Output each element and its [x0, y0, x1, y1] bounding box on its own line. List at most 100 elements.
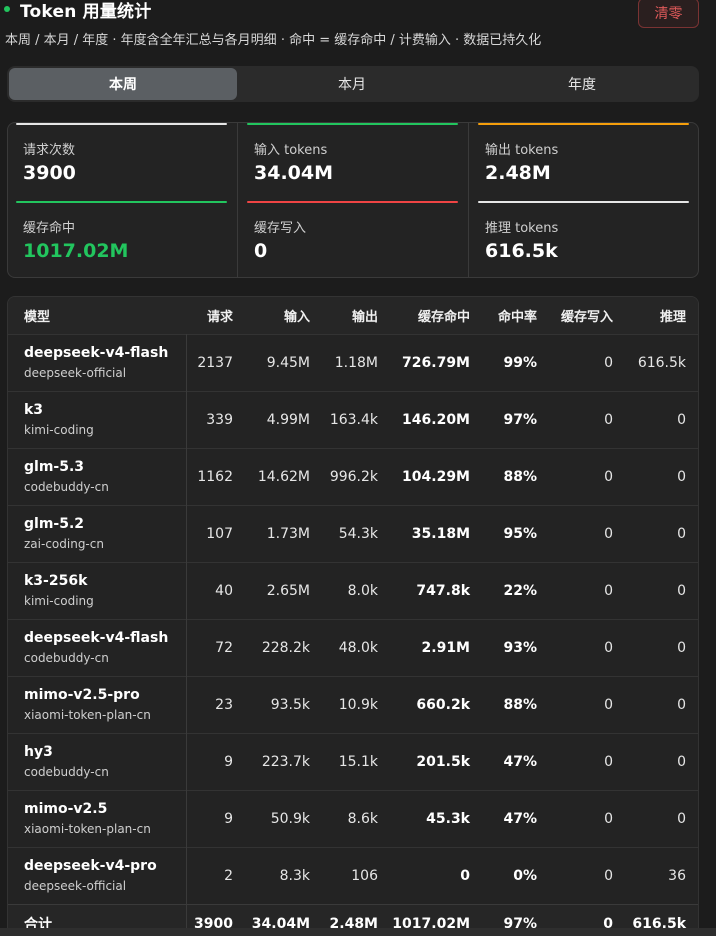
requests-cell: 2137 [197, 354, 233, 371]
table-header-row: 模型 请求 输入 输出 缓存命中 命中率 缓存写入 推理 [8, 297, 698, 334]
input-cell: 93.5k [270, 696, 310, 713]
table-row: deepseek-v4-pro deepseek-official 2 8.3k 106… [8, 847, 698, 904]
model-provider: deepseek-official [24, 878, 127, 893]
table-row: deepseek-v4-flash deepseek-official 2137 9.… [8, 334, 698, 391]
model-cell: deepseek-v4-flash codebuddy-cn [8, 619, 187, 676]
hit-rate-cell: 95% [503, 525, 537, 542]
stat-accent-bar [16, 123, 227, 125]
column-header[interactable]: 输入 [283, 309, 310, 325]
stat-value: 2.48M [485, 162, 551, 184]
model-name: mimo-v2.5 [24, 800, 108, 817]
cache-hit-cell: 35.18M [411, 525, 470, 542]
period-tabs: 本周 本月 年度 [7, 66, 699, 102]
output-cell: 163.4k [329, 411, 378, 428]
cache-hit-cell: 726.79M [402, 354, 470, 371]
stat-label: 缓存写入 [254, 221, 307, 236]
stat-accent-bar [478, 123, 689, 125]
clear-button[interactable]: 清零 [638, 0, 699, 28]
stat-accent-bar [247, 201, 458, 203]
requests-cell: 23 [215, 696, 233, 713]
stat-cache-hit: 缓存命中 1017.02M [8, 201, 239, 277]
hit-rate-cell: 88% [503, 468, 537, 485]
column-header[interactable]: 输出 [351, 309, 378, 325]
stats-card: 请求次数 3900 输入 tokens 34.04M 输出 tokens 2.4… [7, 122, 699, 278]
requests-cell: 9 [224, 753, 233, 770]
input-cell: 8.3k [279, 867, 310, 884]
model-cell: mimo-v2.5-pro xiaomi-token-plan-cn [8, 676, 187, 733]
reasoning-cell: 0 [677, 582, 686, 599]
column-header[interactable]: 请求 [206, 309, 233, 325]
cache-write-cell: 0 [604, 753, 613, 770]
table-row: k3-256k kimi-coding 40 2.65M 8.0k 747.8k 22% 0 0 [8, 562, 698, 619]
total-cache-write-cell: 0 [603, 916, 613, 933]
model-name: k3 [24, 401, 44, 418]
reasoning-cell: 0 [677, 696, 686, 713]
reasoning-cell: 0 [677, 468, 686, 485]
model-provider: zai-coding-cn [24, 536, 104, 551]
cache-hit-cell: 146.20M [402, 411, 470, 428]
output-cell: 8.0k [347, 582, 378, 599]
column-header[interactable]: 模型 [24, 309, 51, 325]
cache-hit-cell: 747.8k [416, 582, 470, 599]
column-header[interactable]: 推理 [659, 309, 686, 325]
hit-rate-cell: 47% [503, 810, 537, 827]
input-cell: 2.65M [266, 582, 310, 599]
requests-cell: 1162 [197, 468, 233, 485]
requests-cell: 2 [224, 867, 233, 884]
header: Token 用量统计 本周 / 本月 / 年度 · 年度含全年汇总与各月明细 ·… [0, 0, 716, 60]
table-row: deepseek-v4-flash codebuddy-cn 72 228.2k 48.… [8, 619, 698, 676]
input-cell: 50.9k [270, 810, 310, 827]
hit-rate-cell: 99% [503, 354, 537, 371]
cache-hit-cell: 104.29M [402, 468, 470, 485]
cache-write-cell: 0 [604, 411, 613, 428]
hit-rate-cell: 47% [503, 753, 537, 770]
stat-label: 请求次数 [23, 143, 76, 158]
model-name: deepseek-v4-flash [24, 629, 169, 646]
stat-reasoning-tokens: 推理 tokens 616.5k [470, 201, 698, 277]
table-body: deepseek-v4-flash deepseek-official 2137 9.… [8, 334, 698, 936]
horizontal-scrollbar[interactable] [0, 928, 716, 936]
model-name: deepseek-v4-pro [24, 857, 157, 874]
table-row: k3 kimi-coding 339 4.99M 163.4k 146.20M 97% 0 0 [8, 391, 698, 448]
cache-hit-cell: 2.91M [421, 639, 470, 656]
reasoning-cell: 36 [668, 867, 686, 884]
cache-hit-cell: 201.5k [416, 753, 470, 770]
column-header[interactable]: 缓存命中 [417, 309, 470, 325]
cache-hit-cell: 45.3k [426, 810, 470, 827]
status-dot-icon [4, 6, 10, 12]
stat-value: 616.5k [485, 240, 558, 262]
output-cell: 54.3k [338, 525, 378, 542]
tab-month[interactable]: 本月 [338, 77, 366, 93]
tab-week[interactable]: 本周 [9, 68, 237, 100]
hit-rate-cell: 0% [513, 867, 537, 884]
cache-write-cell: 0 [604, 354, 613, 371]
usage-table-card: 模型 请求 输入 输出 缓存命中 命中率 缓存写入 推理 deepseek-v4… [7, 296, 699, 936]
column-header[interactable]: 缓存写入 [560, 309, 613, 325]
stat-cache-write: 缓存写入 0 [239, 201, 470, 277]
divider [468, 123, 469, 277]
stat-value: 1017.02M [23, 240, 129, 262]
divider [237, 123, 238, 277]
hit-rate-cell: 93% [503, 639, 537, 656]
hit-rate-cell: 22% [503, 582, 537, 599]
cache-write-cell: 0 [604, 639, 613, 656]
reasoning-cell: 0 [677, 525, 686, 542]
stat-label: 缓存命中 [23, 221, 76, 236]
stat-label: 推理 tokens [485, 221, 559, 236]
model-name: glm-5.2 [24, 515, 85, 532]
output-cell: 1.18M [334, 354, 378, 371]
table-row: glm-5.3 codebuddy-cn 1162 14.62M 996.2k 104.2… [8, 448, 698, 505]
requests-cell: 339 [206, 411, 233, 428]
column-header[interactable]: 命中率 [497, 309, 537, 325]
usage-table: 模型 请求 输入 输出 缓存命中 命中率 缓存写入 推理 deepseek-v4… [8, 297, 698, 936]
tab-year[interactable]: 年度 [568, 77, 596, 93]
reasoning-cell: 616.5k [637, 354, 686, 371]
model-provider: codebuddy-cn [24, 764, 109, 779]
cache-write-cell: 0 [604, 810, 613, 827]
page-title: Token 用量统计 [20, 1, 152, 22]
input-cell: 4.99M [266, 411, 310, 428]
input-cell: 9.45M [266, 354, 310, 371]
table-row: glm-5.2 zai-coding-cn 107 1.73M 54.3k 35.18M 9… [8, 505, 698, 562]
requests-cell: 40 [215, 582, 233, 599]
